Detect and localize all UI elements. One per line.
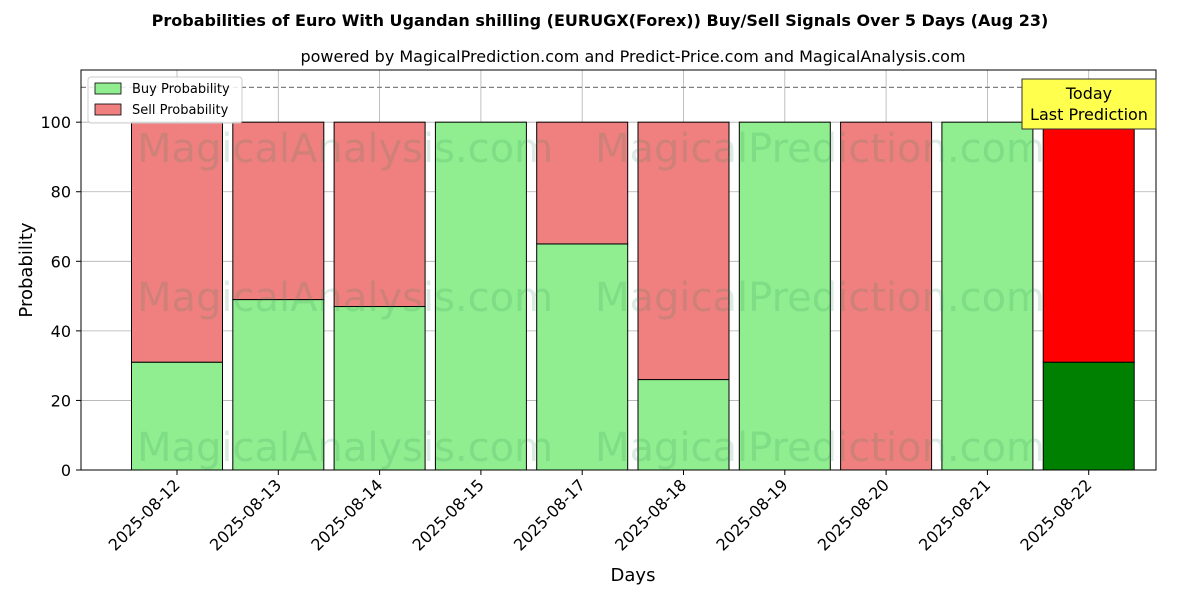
buy-bar: [637, 379, 730, 471]
buy-bar: [1042, 361, 1135, 471]
sell-bar: [1042, 121, 1135, 363]
x-tick-label: 2025-08-21: [915, 475, 994, 554]
sell-bar: [333, 121, 426, 308]
annotation-line-2: Last Prediction: [1030, 105, 1148, 124]
y-tick-label: 0: [61, 461, 71, 480]
buy-bar: [941, 121, 1034, 471]
y-tick-label: 100: [40, 113, 71, 132]
watermark-text: MagicalPrediction.com: [595, 275, 1045, 321]
watermark-layer: MagicalAnalysis.com MagicalPrediction.com…: [137, 126, 1045, 471]
buy-bar: [131, 361, 223, 471]
x-axis-label: Days: [611, 565, 656, 586]
sell-bar: [637, 121, 730, 381]
x-tick-label: 2025-08-18: [611, 475, 690, 554]
sell-bar: [840, 121, 933, 471]
x-tick-label: 2025-08-20: [814, 475, 893, 554]
y-axis-label: Probability: [16, 222, 37, 317]
x-tick-label: 2025-08-19: [712, 475, 791, 554]
buy-bar: [738, 121, 831, 471]
x-tick-label: 2025-08-15: [409, 475, 488, 554]
buy-bar: [333, 306, 426, 471]
buy-bar: [434, 121, 527, 471]
y-tick-label: 20: [51, 391, 71, 410]
y-tick-label: 60: [51, 252, 71, 271]
legend-swatch-buy: [94, 82, 122, 95]
chart-subtitle: powered by MagicalPrediction.com and Pre…: [300, 47, 965, 66]
legend-swatch-sell: [94, 103, 122, 116]
watermark-text: MagicalPrediction.com: [595, 126, 1045, 172]
legend-label-buy: Buy Probability: [132, 82, 230, 97]
sell-bar: [131, 121, 223, 363]
sell-bar: [232, 121, 325, 301]
chart-title: Probabilities of Euro With Ugandan shill…: [152, 11, 1049, 30]
y-tick-label: 80: [51, 183, 71, 202]
watermark-text: MagicalAnalysis.com: [137, 425, 553, 471]
watermark-text: MagicalPrediction.com: [595, 425, 1045, 471]
annotation-line-1: Today: [1065, 84, 1112, 103]
x-tick-label: 2025-08-14: [307, 475, 386, 554]
x-tick-label: 2025-08-22: [1016, 475, 1095, 554]
sell-bar: [536, 121, 629, 245]
today-annotation: Today Last Prediction: [1021, 78, 1157, 130]
legend-label-sell: Sell Probability: [132, 103, 229, 118]
x-tick-label: 2025-08-17: [510, 475, 589, 554]
plot-frame: [80, 69, 1157, 471]
y-tick-label: 40: [51, 322, 71, 341]
legend: Buy Probability Sell Probability: [87, 76, 243, 124]
x-tick-label: 2025-08-12: [105, 475, 184, 554]
annotation-box: [1021, 78, 1157, 130]
x-tick-label: 2025-08-13: [206, 475, 285, 554]
watermark-text: MagicalAnalysis.com: [137, 126, 553, 172]
bar-layer: [131, 121, 1135, 471]
watermark-text: MagicalAnalysis.com: [137, 275, 553, 321]
legend-box: [87, 76, 243, 124]
